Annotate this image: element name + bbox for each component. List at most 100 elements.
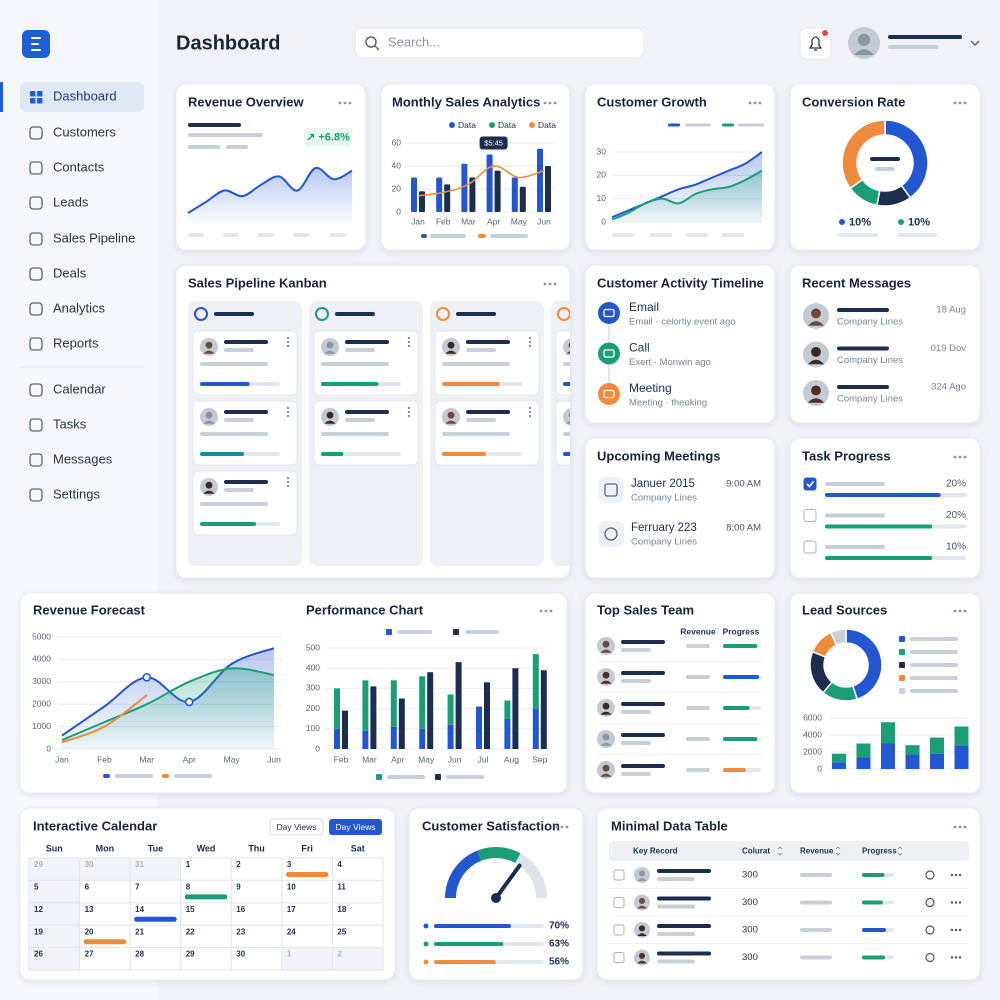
nav-item[interactable]: Sales Pipeline	[53, 230, 135, 245]
menu-dot[interactable]	[528, 336, 532, 340]
menu-dot[interactable]	[286, 414, 290, 418]
column-header[interactable]: Colurat	[742, 847, 770, 856]
calendar-event[interactable]	[184, 894, 228, 900]
menu-dot[interactable]	[758, 101, 762, 105]
menu-dot[interactable]	[553, 101, 557, 105]
menu-dot[interactable]	[548, 282, 552, 286]
menu-dot[interactable]	[407, 406, 411, 410]
menu-dot[interactable]	[958, 455, 962, 459]
view-button[interactable]	[269, 818, 324, 836]
menu-dot[interactable]	[348, 101, 352, 105]
nav-item[interactable]: Reports	[53, 335, 99, 350]
menu-dot[interactable]	[953, 455, 957, 459]
menu-dot[interactable]	[286, 476, 290, 480]
calendar-event[interactable]	[83, 939, 127, 945]
menu-dot[interactable]	[565, 825, 569, 829]
menu-dot[interactable]	[528, 410, 532, 414]
menu-dot[interactable]	[286, 344, 290, 348]
menu-dot[interactable]	[953, 101, 957, 105]
menu-dot[interactable]	[555, 825, 559, 829]
menu-dot[interactable]	[286, 406, 290, 410]
nav-indicator	[0, 82, 3, 112]
calendar-event[interactable]	[285, 872, 329, 877]
task-checkbox[interactable]	[803, 540, 817, 554]
menu-dot[interactable]	[539, 609, 543, 613]
menu-dot[interactable]	[950, 873, 954, 877]
menu-dot[interactable]	[963, 101, 967, 105]
menu-dot[interactable]	[954, 956, 958, 959]
menu-dot[interactable]	[958, 873, 962, 877]
menu-dot[interactable]	[407, 336, 411, 340]
menu-dot[interactable]	[549, 609, 553, 613]
row-checkbox[interactable]	[613, 869, 625, 881]
menu-dot[interactable]	[748, 101, 752, 105]
menu-dot[interactable]	[953, 825, 957, 829]
dropdown-chevron[interactable]	[970, 40, 980, 47]
menu-dot[interactable]	[953, 609, 957, 613]
column-header[interactable]: Revenue	[800, 847, 834, 856]
task-checkbox[interactable]	[803, 477, 817, 491]
menu-dot[interactable]	[528, 414, 532, 418]
row-action-icon[interactable]	[925, 952, 935, 963]
menu-dot[interactable]	[343, 101, 347, 105]
task-checkbox[interactable]	[803, 509, 817, 522]
calendar-event[interactable]	[134, 916, 177, 922]
menu-dot[interactable]	[407, 414, 411, 418]
search-box[interactable]	[354, 27, 645, 59]
row-action-icon[interactable]	[925, 870, 935, 880]
row-checkbox[interactable]	[613, 924, 625, 936]
menu-dot[interactable]	[553, 282, 557, 286]
nav-item[interactable]: Deals	[53, 265, 87, 280]
menu-dot[interactable]	[963, 609, 967, 613]
column-header[interactable]: Progress	[862, 847, 897, 856]
menu-dot[interactable]	[560, 825, 564, 829]
menu-dot[interactable]	[543, 101, 547, 105]
calendar-cell[interactable]	[331, 947, 384, 971]
view-button[interactable]	[329, 819, 382, 835]
menu-dot[interactable]	[286, 340, 290, 344]
nav-item[interactable]: Analytics	[53, 300, 106, 315]
row-action-icon[interactable]	[925, 925, 935, 935]
menu-dot[interactable]	[958, 101, 962, 105]
menu-dot[interactable]	[286, 336, 290, 340]
menu-dot[interactable]	[286, 410, 290, 414]
menu-dot[interactable]	[338, 101, 342, 105]
row-action-icon[interactable]	[925, 897, 935, 908]
menu-dot[interactable]	[544, 609, 548, 613]
notification-button[interactable]	[799, 27, 832, 60]
nav-item[interactable]: Leads	[53, 194, 89, 209]
menu-dot[interactable]	[286, 484, 290, 488]
menu-dot[interactable]	[286, 480, 290, 484]
menu-dot[interactable]	[528, 344, 532, 348]
menu-dot[interactable]	[407, 344, 411, 348]
menu-dot[interactable]	[407, 410, 411, 414]
nav-item[interactable]: Contacts	[53, 159, 105, 174]
menu-dot[interactable]	[958, 901, 962, 904]
menu-dot[interactable]	[548, 101, 552, 105]
nav-item[interactable]: Settings	[53, 486, 100, 501]
menu-dot[interactable]	[958, 609, 962, 613]
menu-dot[interactable]	[950, 956, 954, 959]
nav-item[interactable]: Calendar	[53, 381, 106, 396]
menu-dot[interactable]	[958, 928, 962, 932]
menu-dot[interactable]	[958, 825, 962, 829]
row-checkbox[interactable]	[613, 952, 625, 963]
menu-dot[interactable]	[950, 901, 954, 904]
menu-dot[interactable]	[963, 825, 967, 829]
menu-dot[interactable]	[954, 873, 958, 877]
nav-item[interactable]: Messages	[53, 451, 113, 466]
row-checkbox[interactable]	[613, 897, 625, 908]
menu-dot[interactable]	[543, 282, 547, 286]
nav-item[interactable]: Dashboard	[53, 88, 117, 103]
menu-dot[interactable]	[963, 455, 967, 459]
nav-item[interactable]: Tasks	[53, 416, 87, 431]
nav-item[interactable]: Customers	[53, 124, 116, 139]
menu-dot[interactable]	[954, 901, 958, 904]
menu-dot[interactable]	[528, 406, 532, 410]
menu-dot[interactable]	[528, 340, 532, 344]
menu-dot[interactable]	[753, 101, 757, 105]
menu-dot[interactable]	[407, 340, 411, 344]
menu-dot[interactable]	[950, 928, 954, 932]
menu-dot[interactable]	[958, 956, 962, 959]
menu-dot[interactable]	[954, 928, 958, 932]
